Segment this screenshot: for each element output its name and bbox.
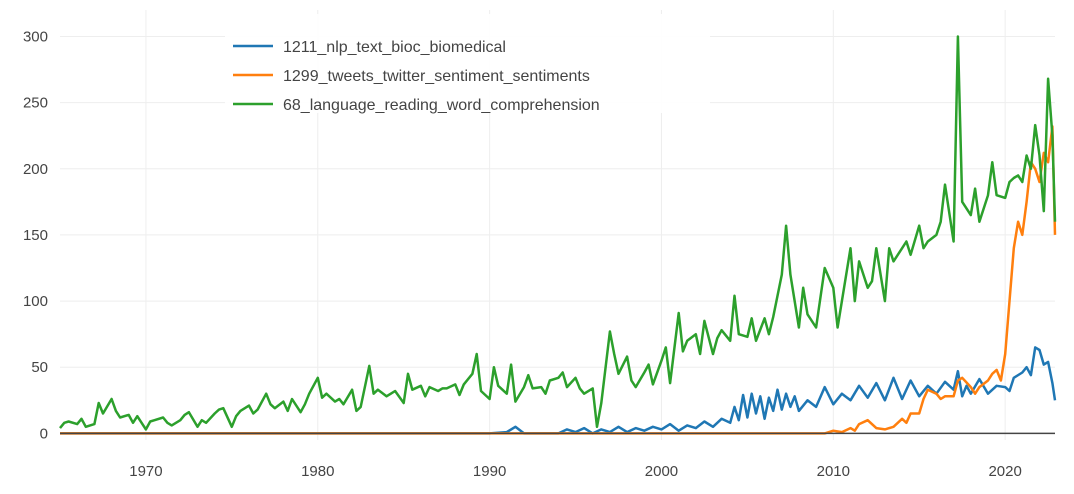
y-tick-label: 150 — [23, 227, 48, 244]
series-line-3 — [59, 35, 1057, 431]
x-tick-label: 1970 — [129, 463, 162, 480]
y-tick-label: 250 — [23, 95, 48, 112]
y-tick-label: 0 — [40, 425, 48, 442]
series-line-1 — [60, 346, 1057, 435]
x-tick-label: 1990 — [473, 463, 506, 480]
legend-label: 68_language_reading_word_comprehension — [283, 97, 600, 114]
x-tick-label: 1980 — [301, 463, 334, 480]
series-lines — [59, 35, 1057, 435]
x-tick-label: 2010 — [817, 463, 850, 480]
y-tick-label: 100 — [23, 293, 48, 310]
axes: 1970 1980 1990 2000 2010 2020 0 50 100 150 200 250 3… — [23, 28, 1055, 480]
legend-label: 1211_nlp_text_bioc_biomedical — [283, 39, 506, 56]
y-tick-label: 200 — [23, 161, 48, 178]
legend-label: 1299_tweets_twitter_sentiment_sentiments — [283, 68, 590, 85]
x-tick-label: 2020 — [988, 463, 1021, 480]
y-tick-label: 300 — [23, 28, 48, 45]
series-line-2 — [60, 125, 1057, 435]
y-tick-label: 50 — [31, 359, 48, 376]
legend: 1211_nlp_text_bioc_biomedical 1299_tweets… — [225, 14, 710, 114]
legend-background — [225, 14, 710, 113]
x-tick-label: 2000 — [645, 463, 678, 480]
